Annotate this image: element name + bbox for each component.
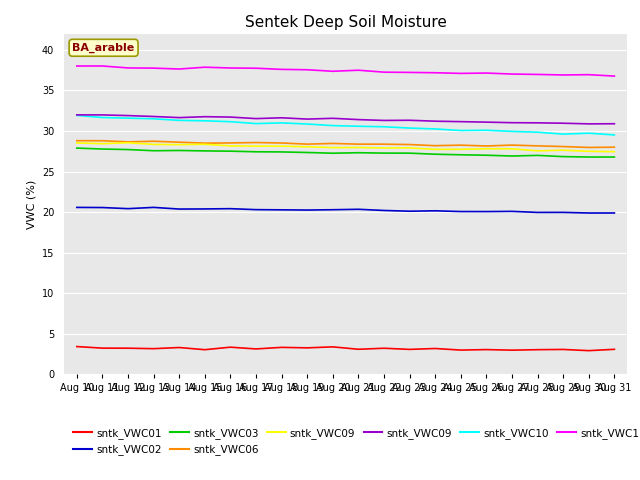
- Text: BA_arable: BA_arable: [72, 43, 134, 53]
- Title: Sentek Deep Soil Moisture: Sentek Deep Soil Moisture: [244, 15, 447, 30]
- Legend: sntk_VWC01, sntk_VWC02, sntk_VWC03, sntk_VWC06, sntk_VWC09, sntk_VWC09, sntk_VWC: sntk_VWC01, sntk_VWC02, sntk_VWC03, sntk…: [69, 424, 640, 459]
- Y-axis label: VWC (%): VWC (%): [26, 180, 36, 228]
